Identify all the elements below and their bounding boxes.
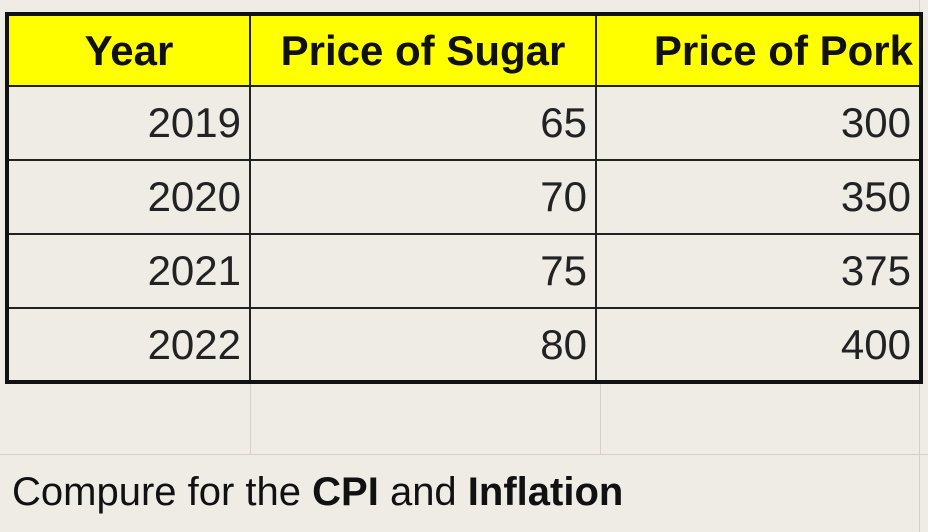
grid-line (0, 454, 928, 455)
cell-year[interactable]: 2022 (6, 307, 251, 383)
cell-year[interactable]: 2021 (6, 233, 251, 309)
header-price-of-sugar[interactable]: Price of Sugar (249, 13, 597, 87)
cell-pork-price[interactable]: 300 (595, 85, 922, 161)
cell-pork-price[interactable]: 375 (595, 233, 922, 309)
header-price-of-pork[interactable]: Price of Pork (595, 13, 922, 87)
cell-pork-price[interactable]: 400 (595, 307, 922, 383)
price-table: Year Price of Sugar Price of Pork 2019 6… (5, 12, 923, 384)
table-row: 2020 70 350 (6, 159, 922, 235)
cell-pork-price[interactable]: 350 (595, 159, 922, 235)
header-row: Year Price of Sugar Price of Pork (6, 13, 922, 87)
table-row: 2019 65 300 (6, 85, 922, 161)
cell-year[interactable]: 2019 (6, 85, 251, 161)
table-row: 2022 80 400 (6, 307, 922, 383)
table-row: 2021 75 375 (6, 233, 922, 309)
grid-line (600, 384, 601, 454)
note-middle: and (378, 470, 468, 514)
note-term-inflation: Inflation (467, 470, 624, 514)
note-term-cpi: CPI (312, 470, 379, 514)
cell-sugar-price[interactable]: 70 (249, 159, 597, 235)
instruction-note: Compure for the CPI and Inflation (12, 470, 623, 515)
header-year[interactable]: Year (6, 13, 251, 87)
cell-sugar-price[interactable]: 75 (249, 233, 597, 309)
cell-sugar-price[interactable]: 80 (249, 307, 597, 383)
cell-sugar-price[interactable]: 65 (249, 85, 597, 161)
cell-year[interactable]: 2020 (6, 159, 251, 235)
grid-line (250, 384, 251, 454)
note-prefix: Compure for the (12, 470, 313, 514)
